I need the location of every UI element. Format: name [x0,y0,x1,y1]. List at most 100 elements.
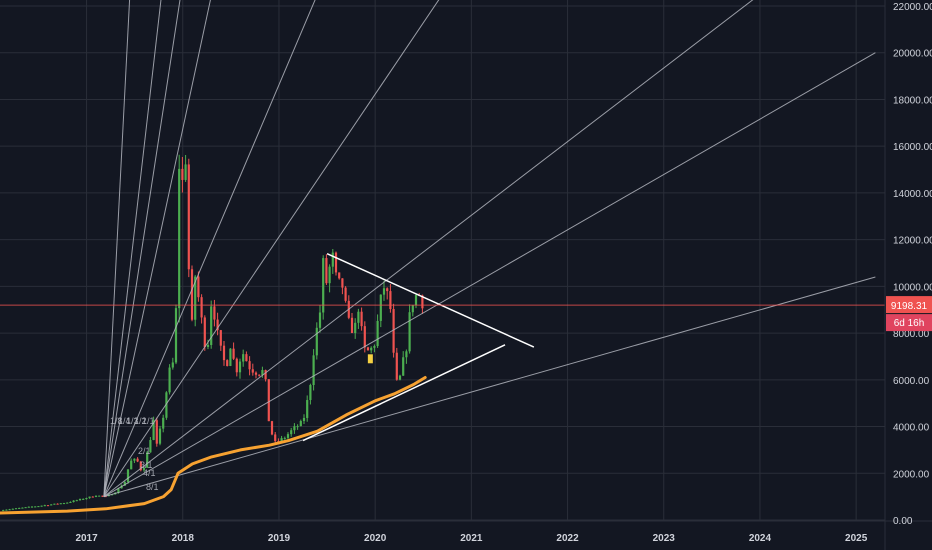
y-tick-label: 0.00 [893,516,913,527]
x-tick-label: 2019 [268,533,291,544]
candle-body [286,434,290,438]
gann-fan-label: 1/2 [134,416,147,426]
candle-body [389,291,392,310]
gann-fan-line [103,0,131,497]
candle-body [267,379,270,422]
candle-body [2,510,5,512]
candle-body [357,311,360,323]
triangle-lower-line [302,344,506,442]
candle-body [395,352,398,380]
candle-body [46,505,50,507]
candle-body [171,362,174,368]
y-tick-label: 4000.00 [893,423,930,434]
gann-fan-line [103,0,754,498]
candle-body [8,509,11,511]
candle-body [222,345,226,361]
candle-body [82,498,85,500]
candle-body [146,452,149,468]
y-tick-label: 6000.00 [893,376,930,387]
candle-body [21,507,24,509]
candle-body [59,503,62,505]
candle-body [283,437,286,439]
candle-body [78,498,82,501]
candle-body [210,306,213,345]
candle-body [421,295,424,309]
candle-body [174,308,178,363]
gann-fan-line [103,0,316,497]
candle-body [370,347,373,351]
candle-body [229,348,232,366]
candle-body [158,428,162,444]
candle-body [197,276,200,298]
candle-body [331,252,334,267]
candle-body [302,417,306,422]
candle-body [136,458,139,462]
y-tick-label: 8000.00 [893,329,930,340]
candle-body [203,317,206,347]
candle-body [325,258,328,284]
candle-body [184,164,187,180]
triangle-upper-line [326,252,535,348]
candle-body [139,461,142,471]
candle-body [152,420,155,441]
y-tick-label: 12000.00 [893,236,932,247]
candle-body [85,498,88,500]
candle-body [37,506,40,508]
y-tick-label: 10000.00 [893,282,932,293]
gann-fan-line [103,0,181,497]
x-tick-label: 2020 [364,533,387,544]
candle-body [190,269,194,320]
candle-body [56,503,59,505]
candle-body [328,266,331,284]
gann-fan-label: 8/1 [146,482,159,492]
gann-fan-label: 2/1 [138,446,151,456]
candle-body [206,344,210,347]
candle-body [98,495,101,497]
candle-body [216,319,219,331]
candle-body [72,500,75,502]
candle-body [270,421,274,435]
candle-body [296,426,299,428]
candle-body [290,430,293,435]
gann-fan-label: 1/4 [118,416,131,426]
candle-body [392,309,395,353]
x-tick-label: 2024 [749,533,772,544]
candle-body [386,288,389,292]
gann-fan-line [103,276,876,498]
candle-body [133,458,136,461]
grid-lines [0,0,885,521]
candle-body [226,360,229,366]
candle-body [94,496,98,498]
candle-body [200,297,203,318]
x-tick-label: 2018 [172,533,195,544]
y-tick-label: 20000.00 [893,49,932,60]
x-tick-label: 2025 [845,533,868,544]
y-tick-label: 14000.00 [893,189,932,200]
gann-fan-label: 4/1 [143,468,156,478]
candle-body [123,481,126,486]
candle-body [142,467,146,471]
gann-fan-line [103,0,211,497]
candle-body [178,168,181,309]
candle-body [299,421,302,427]
candle-body [398,375,402,380]
candle-body [213,306,216,320]
candle-body [155,420,158,444]
gann-fan-label: 1/3 [126,416,139,426]
candle-body [354,322,357,333]
candle-body [376,320,379,347]
candle-body [251,369,254,373]
candle-body [101,495,104,497]
gann-fan-line [103,52,876,498]
candle-body [24,507,27,509]
candle-body [34,506,37,508]
gann-fan-label: 3/1 [140,460,153,470]
moving-average-line [0,376,427,515]
candle-body [30,506,34,508]
candle-body [168,367,171,393]
candle-body [27,506,30,508]
candle-body [344,287,347,301]
x-tick-label: 2017 [75,533,98,544]
